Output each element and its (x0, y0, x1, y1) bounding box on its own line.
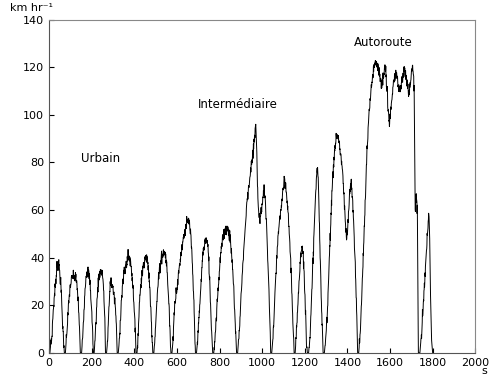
Y-axis label: km hr⁻¹: km hr⁻¹ (10, 3, 53, 13)
Text: Autoroute: Autoroute (354, 36, 413, 49)
Text: Intermédiaire: Intermédiaire (198, 98, 278, 111)
Text: Urbain: Urbain (81, 152, 120, 165)
X-axis label: s: s (481, 366, 487, 376)
